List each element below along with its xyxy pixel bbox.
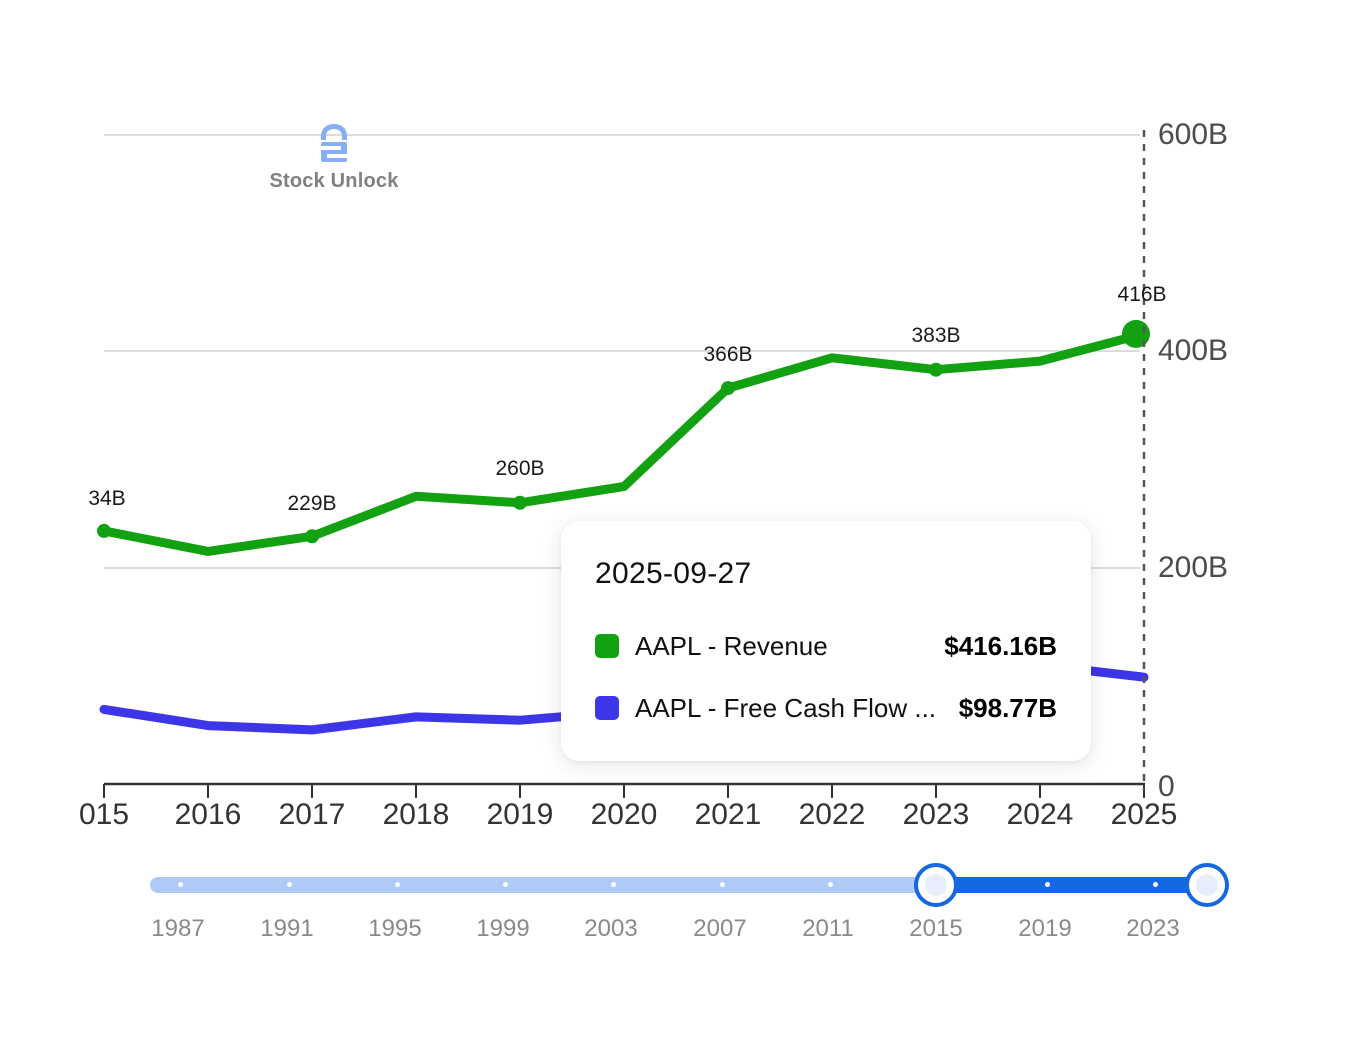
range-slider-tick-2023 — [1153, 882, 1158, 887]
range-slider-tick-1995 — [395, 882, 400, 887]
range-slider-tick-1987 — [178, 882, 183, 887]
range-slider-right-handle-dot — [1196, 874, 1218, 896]
revenue-line — [99, 329, 1149, 556]
range-slider-year-1991: 1991 — [260, 915, 314, 942]
range-slider-year-1995: 1995 — [368, 915, 422, 942]
range-slider-tick-1999 — [503, 882, 508, 887]
y-axis-label-0: 0 — [1158, 770, 1175, 803]
range-slider-year-1999: 1999 — [476, 915, 530, 942]
series-revenue — [97, 319, 1150, 556]
x-axis-label-2017: 2017 — [278, 798, 346, 831]
revenue-point-2023[interactable] — [929, 362, 943, 377]
range-slider-tick-2011 — [828, 882, 833, 887]
fcf-line-solid-right — [1086, 666, 1149, 682]
x-axis-label-2019: 2019 — [486, 798, 554, 831]
tooltip-series-name-free-cash-flow: AAPL - Free Cash Flow ... — [635, 692, 937, 723]
range-slider-year-2015: 2015 — [909, 915, 963, 942]
range-slider-year-2003: 2003 — [584, 915, 638, 942]
range-slider-year-2007: 2007 — [693, 915, 747, 942]
tooltip-swatch-revenue — [595, 634, 619, 658]
tooltip-swatch-free-cash-flow — [595, 696, 619, 720]
x-axis-label-2015: 015 — [78, 798, 130, 831]
range-slider-left-handle[interactable] — [914, 863, 958, 907]
revenue-point-2015[interactable] — [97, 523, 111, 538]
range-slider-year-2011: 2011 — [802, 915, 854, 942]
range-slider-selected-range[interactable] — [937, 877, 1207, 893]
range-slider-year-2023: 2023 — [1126, 915, 1180, 942]
range-slider-tick-2003 — [611, 882, 616, 887]
range-slider-tick-1991 — [287, 882, 292, 887]
x-axis-label-2024: 2024 — [1006, 798, 1074, 831]
x-axis-label-2023: 2023 — [902, 798, 970, 831]
range-slider-tick-2019 — [1045, 882, 1050, 887]
range-slider[interactable]: 1987 1991 1995 1999 2003 2007 2011 2015 … — [0, 855, 1356, 975]
y-axis-label-200b: 200B — [1158, 551, 1229, 584]
y-axis-label-400b: 400B — [1158, 334, 1229, 367]
revenue-point-2017[interactable] — [305, 529, 319, 544]
tooltip-row-revenue: AAPL - Revenue $416.16B — [595, 615, 1057, 677]
x-axis-label-2016: 2016 — [174, 798, 242, 831]
range-slider-left-handle-dot — [925, 874, 947, 896]
x-axis-label-2021: 2021 — [694, 798, 762, 831]
range-slider-tick-2007 — [720, 882, 725, 887]
gridlines — [104, 134, 1140, 569]
x-axis-label-2018: 2018 — [382, 798, 450, 831]
range-slider-year-2019: 2019 — [1018, 915, 1072, 942]
tooltip-series-value-revenue: $416.16B — [944, 630, 1057, 661]
tooltip-series-name-revenue: AAPL - Revenue — [635, 630, 828, 661]
x-axis-label-2020: 2020 — [590, 798, 658, 831]
revenue-point-2019[interactable] — [513, 495, 527, 510]
range-slider-year-1987: 1987 — [151, 915, 205, 942]
tooltip-row-free-cash-flow: AAPL - Free Cash Flow ... $98.77B — [595, 677, 1057, 739]
tooltip-series-value-free-cash-flow: $98.77B — [958, 692, 1057, 723]
range-slider-right-handle[interactable] — [1185, 863, 1229, 907]
x-axis — [103, 782, 1145, 798]
x-axis-label-2022: 2022 — [798, 798, 866, 831]
chart-tooltip: 2025-09-27 AAPL - Revenue $416.16B AAPL … — [561, 521, 1091, 761]
fcf-line-solid-left — [99, 704, 566, 735]
y-axis-label-600b: 600B — [1158, 118, 1229, 151]
tooltip-date: 2025-09-27 — [595, 557, 752, 590]
x-axis-label-2025: 2025 — [1110, 798, 1178, 831]
revenue-point-2025-highlight[interactable] — [1122, 319, 1150, 348]
revenue-point-2021[interactable] — [721, 381, 735, 396]
